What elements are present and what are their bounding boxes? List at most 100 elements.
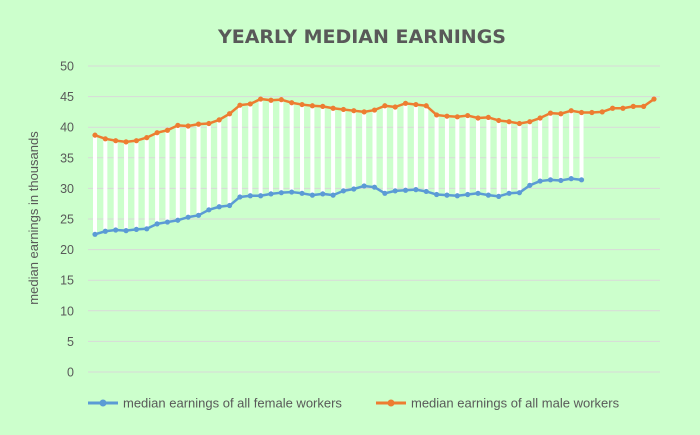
y-tick-label: 45	[60, 90, 74, 104]
data-point	[423, 103, 429, 109]
data-point	[185, 214, 191, 220]
data-point	[299, 101, 305, 108]
data-point	[527, 119, 533, 125]
data-point	[537, 178, 543, 184]
data-point	[216, 204, 222, 210]
data-point	[195, 212, 202, 218]
series-1	[92, 96, 657, 145]
data-point	[144, 226, 150, 232]
legend-item-male: median earnings of all male workers	[376, 396, 620, 411]
y-tick-label: 40	[60, 121, 74, 135]
data-point	[154, 221, 160, 227]
data-point	[465, 112, 471, 119]
data-point	[402, 100, 409, 106]
data-point	[506, 190, 512, 196]
data-point	[133, 226, 140, 233]
legend-label-female: median earnings of all female workers	[123, 396, 342, 411]
data-point	[330, 105, 336, 111]
legend: median earnings of all female workers me…	[88, 396, 620, 411]
data-point	[444, 113, 450, 119]
data-point	[547, 177, 554, 183]
data-point	[320, 191, 326, 197]
data-point	[113, 138, 119, 144]
data-point	[226, 202, 233, 209]
data-point	[154, 130, 160, 136]
data-point	[206, 120, 212, 127]
data-point	[454, 193, 460, 199]
data-point	[237, 102, 243, 108]
data-point	[599, 109, 605, 115]
data-point	[516, 190, 523, 196]
y-tick-label: 10	[60, 304, 74, 318]
data-point	[578, 177, 585, 183]
data-point	[258, 193, 264, 199]
data-point	[164, 127, 171, 133]
data-point	[434, 112, 440, 118]
data-point	[133, 138, 140, 144]
data-point	[392, 104, 398, 110]
series-group	[92, 96, 657, 237]
data-point	[175, 122, 181, 128]
data-point	[630, 103, 636, 109]
data-point	[102, 228, 108, 234]
data-point	[164, 219, 171, 225]
y-tick-label: 20	[60, 243, 74, 257]
data-point	[361, 183, 367, 189]
data-point	[92, 231, 98, 237]
data-point	[651, 96, 657, 102]
data-point	[309, 103, 315, 109]
data-point	[392, 188, 398, 194]
data-point	[113, 227, 119, 233]
data-point	[454, 114, 460, 120]
data-point	[578, 109, 585, 116]
data-point	[247, 193, 253, 199]
y-tick-label: 25	[60, 213, 74, 227]
y-tick-label: 50	[60, 60, 74, 74]
data-point	[568, 108, 574, 114]
data-point	[237, 194, 243, 200]
data-point	[92, 132, 98, 138]
data-point	[258, 96, 264, 102]
data-point	[371, 184, 378, 190]
data-point	[175, 217, 181, 223]
data-point	[340, 106, 347, 113]
data-point	[475, 115, 481, 121]
data-point	[485, 192, 491, 198]
data-point	[247, 101, 253, 107]
data-point	[278, 97, 284, 103]
y-tick-label: 30	[60, 182, 74, 196]
data-point	[537, 115, 543, 121]
series-0	[92, 176, 585, 237]
data-point	[309, 192, 315, 198]
data-point	[506, 119, 512, 125]
y-tick-label: 5	[67, 335, 74, 349]
data-point	[413, 187, 419, 193]
data-point	[423, 188, 429, 195]
data-point	[413, 101, 419, 108]
data-point	[568, 176, 574, 182]
data-point	[206, 207, 212, 213]
y-axis-ticks: 0 5 10 15 20 25 30 35 40 45 50	[60, 60, 74, 380]
data-point	[351, 108, 357, 114]
data-point	[402, 187, 409, 193]
data-point	[382, 190, 388, 196]
data-point	[320, 103, 326, 109]
data-point	[123, 228, 129, 234]
data-point	[444, 192, 450, 198]
data-point	[496, 117, 502, 124]
data-point	[268, 97, 274, 103]
data-point	[278, 190, 284, 196]
data-point	[620, 105, 626, 111]
data-point	[609, 105, 616, 111]
data-point	[351, 186, 357, 192]
data-point	[216, 117, 222, 123]
data-point	[340, 188, 347, 194]
data-point	[123, 139, 129, 145]
data-point	[465, 191, 471, 198]
high-low-lines	[93, 99, 584, 235]
legend-item-female: median earnings of all female workers	[88, 396, 342, 411]
y-tick-label: 15	[60, 274, 74, 288]
data-point	[330, 192, 336, 198]
data-point	[361, 109, 367, 115]
